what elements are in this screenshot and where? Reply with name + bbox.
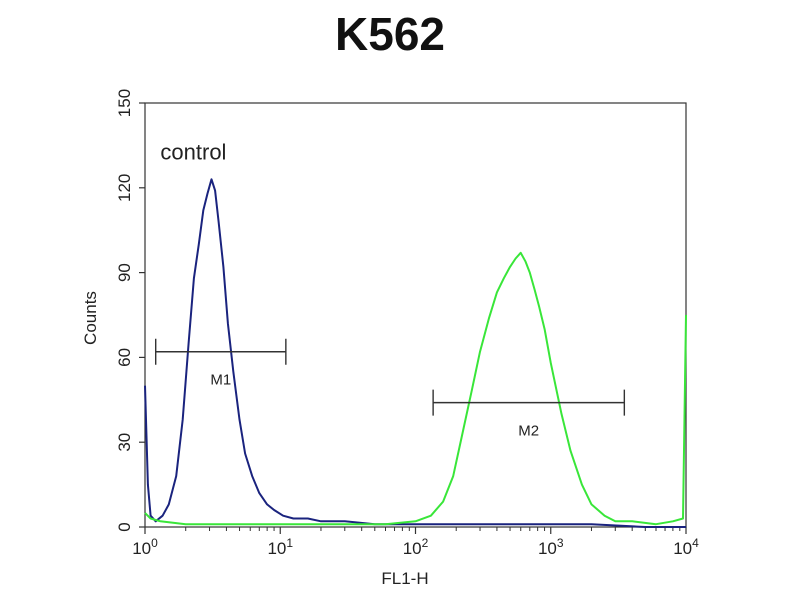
series-2-line — [144, 251, 687, 526]
x-tick-label: 103 — [538, 536, 564, 558]
annotation-label: control — [160, 140, 226, 165]
y-tick-label: 0 — [115, 522, 134, 531]
y-tick-label: 90 — [115, 263, 134, 282]
x-tick-label: 101 — [267, 536, 293, 558]
series-1-line — [144, 178, 686, 528]
plot-area: 0 30 60 90 120 150 100 101 102 103 104 M1 M2 control — [115, 89, 699, 558]
y-tick-label: 60 — [115, 348, 134, 367]
y-axis-label: Counts — [81, 291, 100, 345]
x-axis-label: FL1-H — [381, 569, 428, 588]
y-tick-label: 120 — [115, 174, 134, 202]
y-tick-label: 150 — [115, 89, 134, 117]
marker-2-label: M2 — [518, 423, 539, 440]
chart-title: K562 — [335, 8, 445, 60]
y-tick-label: 30 — [115, 433, 134, 452]
x-tick-label: 104 — [673, 536, 699, 558]
marker-1-label: M1 — [210, 372, 231, 389]
x-tick-label: 102 — [403, 536, 429, 558]
x-tick-label: 100 — [132, 536, 158, 558]
plot-frame — [144, 102, 687, 528]
